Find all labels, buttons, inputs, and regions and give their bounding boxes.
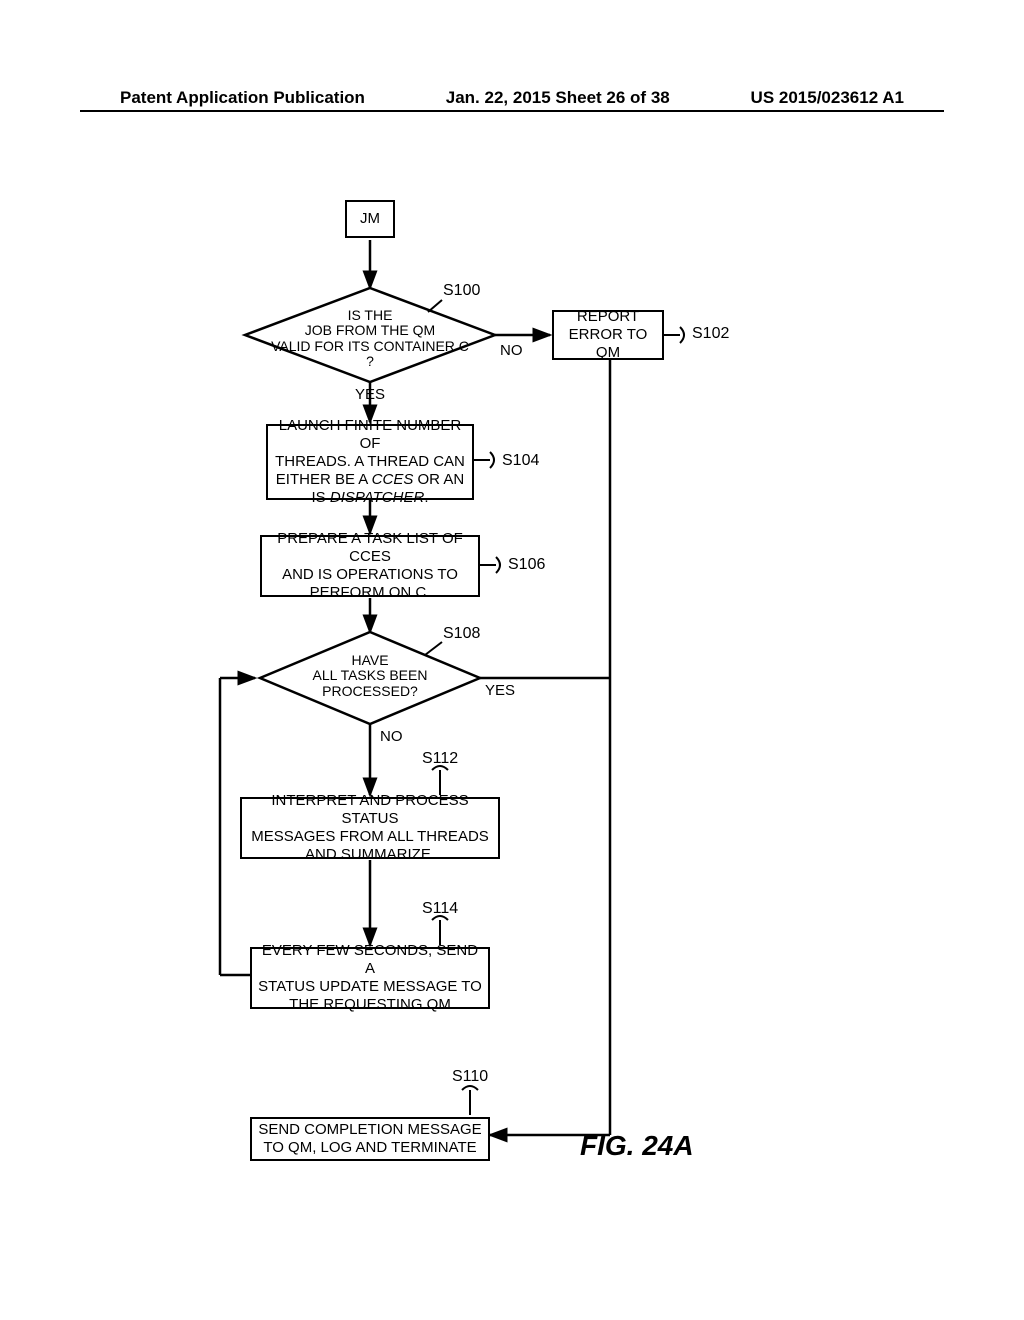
node-s114: EVERY FEW SECONDS, SEND ASTATUS UPDATE M… — [250, 947, 490, 1009]
label-s108-no: NO — [380, 728, 403, 745]
label-s108-yes: YES — [485, 682, 515, 699]
node-s102: REPORTERROR TO QM — [552, 310, 664, 360]
figure-label: FIG. 24A — [580, 1130, 694, 1162]
flowchart: JM IS THEJOB FROM THE QMVALID FOR ITS CO… — [180, 200, 880, 1200]
label-s112: S112 — [422, 750, 458, 768]
label-s114: S114 — [422, 900, 458, 918]
node-s110-text: SEND COMPLETION MESSAGETO QM, LOG AND TE… — [258, 1121, 481, 1157]
header-right: US 2015/023612 A1 — [751, 88, 904, 108]
label-s104: S104 — [502, 452, 539, 470]
label-s102: S102 — [692, 325, 729, 343]
label-s100-no: NO — [500, 342, 523, 359]
label-s110: S110 — [452, 1068, 488, 1086]
node-s110: SEND COMPLETION MESSAGETO QM, LOG AND TE… — [250, 1117, 490, 1161]
node-s100-text: IS THEJOB FROM THE QMVALID FOR ITS CONTA… — [260, 308, 480, 370]
header-center: Jan. 22, 2015 Sheet 26 of 38 — [446, 88, 670, 108]
node-s102-text: REPORTERROR TO QM — [560, 308, 656, 362]
label-s100: S100 — [443, 282, 480, 300]
label-s106: S106 — [508, 556, 545, 574]
node-s112: INTERPRET AND PROCESS STATUSMESSAGES FRO… — [240, 797, 500, 859]
node-s114-text: EVERY FEW SECONDS, SEND ASTATUS UPDATE M… — [258, 942, 482, 1014]
label-s108: S108 — [443, 625, 480, 643]
page-header: Patent Application Publication Jan. 22, … — [0, 88, 1024, 108]
node-s104-text: LAUNCH FINITE NUMBER OFTHREADS. A THREAD… — [274, 417, 466, 507]
node-s108-text: HAVEALL TASKS BEENPROCESSED? — [290, 653, 450, 699]
node-s104: LAUNCH FINITE NUMBER OFTHREADS. A THREAD… — [266, 424, 474, 500]
node-s112-text: INTERPRET AND PROCESS STATUSMESSAGES FRO… — [248, 792, 492, 864]
header-left: Patent Application Publication — [120, 88, 365, 108]
node-s106: PREPARE A TASK LIST OF CCESAND IS OPERAT… — [260, 535, 480, 597]
node-s106-text: PREPARE A TASK LIST OF CCESAND IS OPERAT… — [268, 530, 472, 602]
header-rule — [80, 110, 944, 112]
label-s100-yes: YES — [355, 386, 385, 403]
node-jm-text: JM — [360, 210, 380, 228]
node-jm: JM — [345, 200, 395, 238]
